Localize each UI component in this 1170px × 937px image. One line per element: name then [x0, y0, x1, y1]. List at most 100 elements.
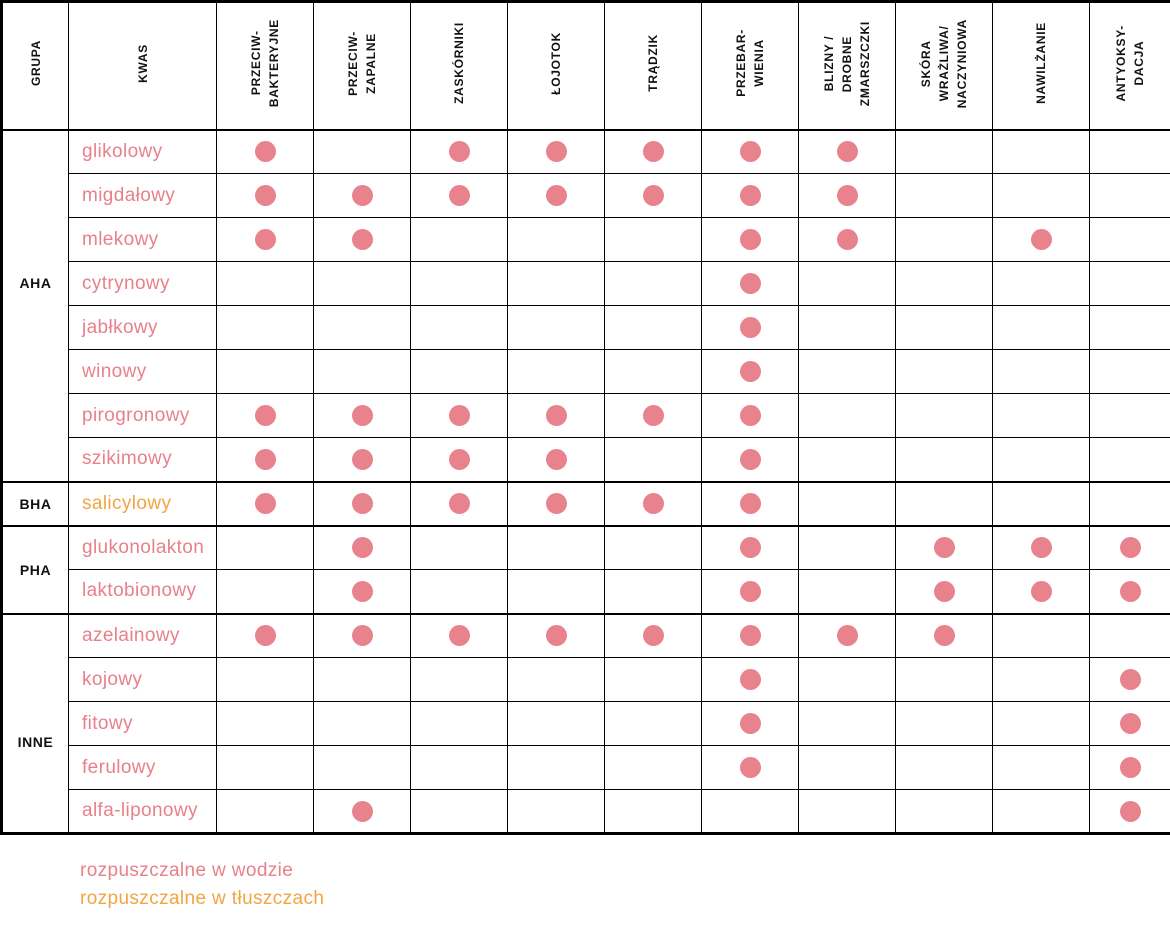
property-cell-nawilzanie: [992, 657, 1090, 702]
acid-name-cytrynowy: cytrynowy: [68, 261, 217, 306]
property-cell-blizny-drobne-zmarszczki: [798, 437, 896, 482]
property-cell-lojotok: [507, 128, 605, 174]
dot-icon: [739, 448, 761, 470]
column-header-label: ZASKÓRNIKI: [452, 22, 466, 105]
column-header-label: NAWILŻANIE: [1034, 22, 1048, 105]
property-cell-tradzik: [604, 128, 702, 174]
property-cell-przeciwbakteryjne: [216, 480, 314, 526]
acid-name-azelainowy: azelainowy: [68, 612, 217, 658]
property-cell-przeciwbakteryjne: [216, 657, 314, 702]
property-cell-lojotok: [507, 524, 605, 570]
table-row: fitowy: [2, 701, 1170, 746]
property-cell-nawilzanie: [992, 480, 1090, 526]
property-cell-blizny-drobne-zmarszczki: [798, 349, 896, 394]
property-cell-nawilzanie: [992, 789, 1090, 834]
property-cell-antyoksydacja: [1089, 349, 1170, 394]
dot-icon: [1119, 757, 1141, 778]
property-cell-skora-wrazliwa-naczyniowa: [895, 393, 993, 438]
property-cell-przeciwzapalne: [313, 261, 411, 306]
property-cell-zaskorniki: [410, 569, 508, 614]
property-cell-przebarwienia: [701, 217, 799, 262]
column-header-label: TRĄDZIK: [646, 34, 660, 93]
property-cell-przebarwienia: [701, 173, 799, 218]
group-label: INNE: [17, 733, 54, 750]
property-cell-przeciwzapalne: [313, 393, 411, 438]
column-header-label: BLIZNY / DROBNE ZMARSZCZKI: [822, 20, 872, 106]
table-row: jabłkowy: [2, 305, 1170, 350]
property-cell-przeciwzapalne: [313, 349, 411, 394]
property-cell-zaskorniki: [410, 657, 508, 702]
table-row: PHA glukonolakton: [1, 524, 1170, 614]
dot-icon: [739, 229, 761, 250]
property-cell-lojotok: [507, 569, 605, 614]
property-cell-przeciwzapalne: [313, 305, 411, 350]
property-cell-lojotok: [507, 437, 605, 482]
group-label: BHA: [19, 495, 52, 512]
dot-icon: [254, 405, 276, 426]
property-cell-blizny-drobne-zmarszczki: [798, 701, 896, 746]
column-header-skora-wrazliwa-naczyniowa: SKÓRA WRAŻLIWA/ NACZYNIOWA: [895, 1, 993, 131]
property-cell-zaskorniki: [410, 745, 508, 790]
property-cell-tradzik: [604, 393, 702, 438]
property-cell-przebarwienia: [701, 128, 799, 174]
dot-icon: [545, 493, 567, 514]
dot-icon: [448, 625, 470, 647]
property-cell-zaskorniki: [410, 437, 508, 482]
property-cell-blizny-drobne-zmarszczki: [798, 657, 896, 702]
acid-name-glukonolakton: glukonolakton: [68, 524, 217, 570]
dot-icon: [739, 757, 761, 778]
property-cell-zaskorniki: [410, 217, 508, 262]
property-cell-przeciwbakteryjne: [216, 524, 314, 570]
property-cell-lojotok: [507, 789, 605, 834]
table-row: szikimowy: [2, 437, 1170, 482]
property-cell-lojotok: [507, 701, 605, 746]
property-cell-zaskorniki: [410, 128, 508, 174]
property-cell-przeciwbakteryjne: [216, 701, 314, 746]
property-cell-antyoksydacja: [1089, 480, 1170, 526]
column-header-label: KWAS: [135, 43, 150, 83]
dot-icon: [933, 537, 955, 559]
property-cell-tradzik: [604, 349, 702, 394]
acid-name-szikimowy: szikimowy: [68, 437, 217, 482]
dot-icon: [351, 625, 373, 647]
property-cell-przeciwbakteryjne: [216, 128, 314, 174]
legend-fat-soluble: rozpuszczalne w tłuszczach: [80, 888, 325, 909]
property-cell-przebarwienia: [701, 305, 799, 350]
dot-icon: [254, 625, 276, 647]
property-cell-tradzik: [604, 305, 702, 350]
group-label: PHA: [19, 561, 52, 578]
column-header-label: GRUPA: [28, 40, 43, 87]
dot-icon: [642, 185, 664, 206]
column-header-antyoksydacja: ANTYOKSY- DACJA: [1089, 1, 1170, 131]
dot-icon: [1030, 580, 1052, 602]
property-cell-zaskorniki: [410, 789, 508, 834]
property-cell-skora-wrazliwa-naczyniowa: [895, 745, 993, 790]
dot-icon: [739, 361, 761, 382]
table-row: alfa-liponowy: [2, 789, 1170, 834]
property-cell-zaskorniki: [410, 305, 508, 350]
dot-icon: [739, 185, 761, 206]
property-cell-tradzik: [604, 480, 702, 526]
table-row: AHA glikolowy: [1, 128, 1170, 482]
property-cell-przeciwzapalne: [313, 569, 411, 614]
acid-name-fitowy: fitowy: [68, 701, 217, 746]
property-cell-przeciwbakteryjne: [216, 261, 314, 306]
property-cell-tradzik: [604, 217, 702, 262]
dot-icon: [1119, 580, 1141, 602]
property-cell-antyoksydacja: [1089, 217, 1170, 262]
property-cell-nawilzanie: [992, 305, 1090, 350]
dot-icon: [642, 625, 664, 647]
property-cell-blizny-drobne-zmarszczki: [798, 612, 896, 658]
acid-name-jabłkowy: jabłkowy: [68, 305, 217, 350]
property-cell-blizny-drobne-zmarszczki: [798, 217, 896, 262]
table-row: BHA salicylowy: [1, 480, 1170, 526]
property-cell-antyoksydacja: [1089, 393, 1170, 438]
property-cell-przeciwbakteryjne: [216, 393, 314, 438]
property-cell-antyoksydacja: [1089, 173, 1170, 218]
property-cell-skora-wrazliwa-naczyniowa: [895, 524, 993, 570]
property-cell-przeciwzapalne: [313, 789, 411, 834]
property-cell-przebarwienia: [701, 261, 799, 306]
dot-icon: [351, 405, 373, 426]
property-cell-blizny-drobne-zmarszczki: [798, 393, 896, 438]
column-header-tradzik: TRĄDZIK: [604, 1, 702, 131]
